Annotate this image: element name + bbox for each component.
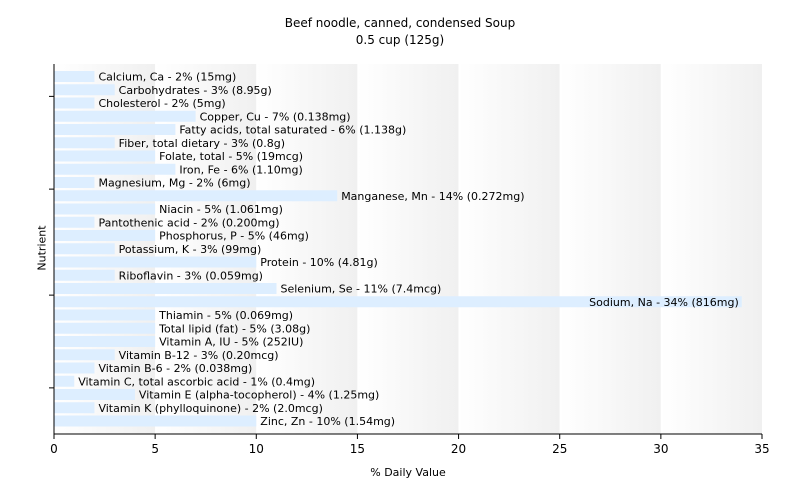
- bar: [54, 322, 156, 334]
- grid-band: [357, 64, 459, 434]
- bar-label: Manganese, Mn - 14% (0.272mg): [341, 190, 524, 203]
- bar-label: Copper, Cu - 7% (0.138mg): [200, 110, 351, 123]
- grid-band: [458, 64, 560, 434]
- bar-label: Cholesterol - 2% (5mg): [98, 97, 225, 110]
- bar-label: Vitamin B-6 - 2% (0.038mg): [98, 362, 252, 375]
- bar: [54, 177, 95, 188]
- bar-label: Niacin - 5% (1.061mg): [159, 203, 283, 216]
- bar: [54, 256, 257, 268]
- bar: [54, 124, 176, 135]
- bar-label: Phosphorus, P - 5% (46mg): [159, 230, 309, 243]
- bar: [54, 336, 156, 347]
- bar: [54, 415, 257, 427]
- bar-label: Vitamin B-12 - 3% (0.20mcg): [119, 349, 279, 362]
- x-tick-label: 20: [451, 442, 466, 456]
- x-tick-label: 30: [653, 442, 668, 456]
- bar: [54, 203, 156, 215]
- x-tick-label: 35: [754, 442, 769, 456]
- grid-bands: [54, 64, 762, 434]
- bar-label: Fatty acids, total saturated - 6% (1.138…: [179, 124, 406, 137]
- bar: [54, 71, 95, 82]
- x-tick-label: 5: [151, 442, 159, 456]
- bar-label: Pantothenic acid - 2% (0.200mg): [98, 216, 279, 229]
- bar: [54, 269, 115, 281]
- grid-band: [256, 64, 358, 434]
- bar-label: Thiamin - 5% (0.069mg): [158, 309, 293, 322]
- bar: [54, 296, 742, 308]
- bar: [54, 216, 95, 228]
- bar-label: Folate, total - 5% (19mcg): [159, 150, 303, 163]
- chart-subtitle: 0.5 cup (125g): [355, 33, 445, 47]
- bar: [54, 375, 75, 387]
- bar: [54, 163, 176, 175]
- bar: [54, 402, 95, 414]
- bar: [54, 349, 115, 361]
- bar-label: Iron, Fe - 6% (1.10mg): [179, 163, 302, 176]
- bar: [54, 84, 115, 96]
- bar: [54, 190, 338, 202]
- bar-label: Vitamin C, total ascorbic acid - 1% (0.4…: [78, 375, 315, 388]
- axes: 0 5 10 15 20 25 30 35: [49, 64, 770, 456]
- bar: [54, 230, 156, 241]
- bar-label: Vitamin E (alpha-tocopherol) - 4% (1.25m…: [139, 389, 379, 402]
- bar: [54, 283, 277, 294]
- bar-label: Carbohydrates - 3% (8.95g): [119, 84, 272, 97]
- bar: [54, 243, 115, 255]
- x-tick-label: 0: [50, 442, 58, 456]
- bar-label: Riboflavin - 3% (0.059mg): [119, 269, 263, 282]
- bars: Calcium, Ca - 2% (15mg)Carbohydrates - 3…: [54, 71, 742, 428]
- bar-label: Protein - 10% (4.81g): [260, 256, 378, 269]
- x-tick-label: 25: [552, 442, 567, 456]
- grid-band: [660, 64, 762, 434]
- bar-label: Potassium, K - 3% (99mg): [119, 243, 262, 256]
- x-tick-label: 10: [249, 442, 264, 456]
- x-tick-label: 15: [350, 442, 365, 456]
- bar: [54, 389, 135, 400]
- y-axis-label: Nutrient: [35, 225, 49, 271]
- bar-label: Total lipid (fat) - 5% (3.08g): [158, 322, 310, 335]
- chart-title: Beef noodle, canned, condensed Soup: [284, 16, 516, 30]
- bar: [54, 150, 156, 162]
- x-axis-label: % Daily Value: [370, 466, 446, 479]
- bar-label: Magnesium, Mg - 2% (6mg): [98, 177, 250, 190]
- bar-label: Sodium, Na - 34% (816mg): [589, 296, 739, 309]
- bar-label: Fiber, total dietary - 3% (0.8g): [119, 137, 285, 150]
- grid-band: [559, 64, 661, 434]
- bar: [54, 110, 196, 122]
- bar-label: Vitamin A, IU - 5% (252IU): [159, 336, 303, 349]
- bar: [54, 97, 95, 109]
- bar-label: Vitamin K (phylloquinone) - 2% (2.0mcg): [98, 402, 322, 415]
- bar: [54, 309, 156, 321]
- bar-label: Zinc, Zn - 10% (1.54mg): [260, 415, 395, 428]
- bar-label: Calcium, Ca - 2% (15mg): [98, 71, 236, 84]
- bar: [54, 137, 115, 149]
- bar-label: Selenium, Se - 11% (7.4mcg): [281, 283, 442, 296]
- bar: [54, 362, 95, 374]
